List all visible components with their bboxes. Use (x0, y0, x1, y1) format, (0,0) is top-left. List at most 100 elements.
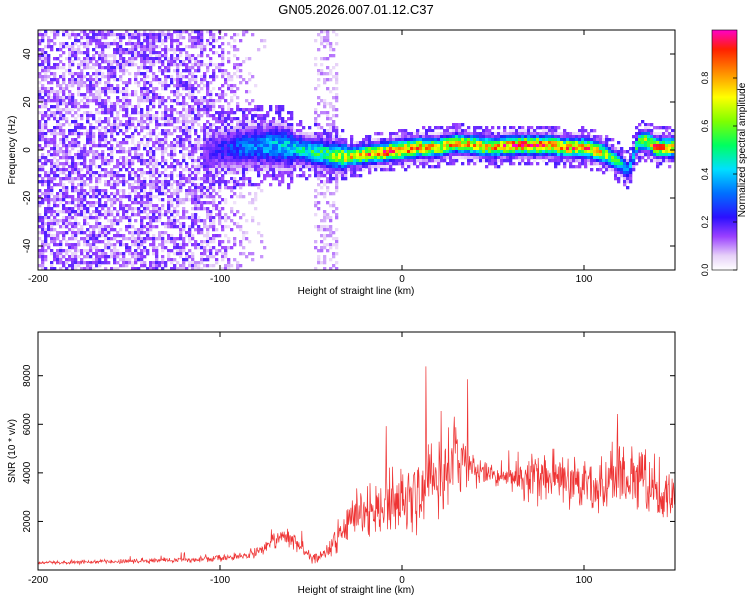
heatmap-cell (131, 240, 135, 244)
heatmap-cell (227, 111, 231, 115)
heatmap-cell (179, 126, 183, 130)
heatmap-cell (164, 87, 168, 91)
heatmap-cell (122, 264, 126, 268)
heatmap-cell (119, 204, 123, 208)
heatmap-cell (218, 87, 222, 91)
heatmap-cell (77, 39, 81, 43)
heatmap-cell (200, 99, 204, 103)
heatmap-cell (197, 219, 201, 223)
heatmap-cell (176, 99, 180, 103)
heatmap-cell (161, 261, 165, 265)
heatmap-cell (344, 159, 348, 163)
heatmap-cell (83, 93, 87, 97)
heatmap-cell (176, 78, 180, 82)
heatmap-cell (314, 120, 318, 124)
heatmap-cell (89, 186, 93, 190)
heatmap-cell (122, 216, 126, 220)
heatmap-cell (56, 78, 60, 82)
heatmap-cell (38, 180, 42, 184)
heatmap-cell (122, 252, 126, 256)
heatmap-cell (371, 165, 375, 169)
heatmap-cell (350, 159, 354, 163)
heatmap-cell (125, 237, 129, 241)
heatmap-cell (335, 63, 339, 67)
heatmap-cell (98, 138, 102, 142)
heatmap-cell (251, 168, 255, 172)
heatmap-cell (62, 231, 66, 235)
heatmap-cell (134, 117, 138, 121)
heatmap-cell (44, 156, 48, 160)
heatmap-cell (134, 90, 138, 94)
heatmap-cell (149, 192, 153, 196)
heatmap-cell (119, 51, 123, 55)
heatmap-cell (332, 174, 336, 178)
heatmap-cell (110, 138, 114, 142)
heatmap-cell (143, 87, 147, 91)
heatmap-cell (110, 114, 114, 118)
heatmap-cell (95, 51, 99, 55)
heatmap-cell (191, 216, 195, 220)
heatmap-cell (41, 54, 45, 58)
heatmap-cell (104, 174, 108, 178)
heatmap-cell (107, 246, 111, 250)
heatmap-cell (68, 84, 72, 88)
heatmap-cell (242, 174, 246, 178)
heatmap-cell (149, 54, 153, 58)
heatmap-cell (104, 33, 108, 37)
heatmap-cell (83, 66, 87, 70)
heatmap-cell (98, 51, 102, 55)
heatmap-cell (152, 210, 156, 214)
heatmap-cell (419, 156, 423, 160)
heatmap-cell (227, 129, 231, 133)
heatmap-cell (245, 153, 249, 157)
heatmap-cell (479, 156, 483, 160)
heatmap-cell (209, 90, 213, 94)
heatmap-cell (101, 90, 105, 94)
heatmap-cell (191, 198, 195, 202)
heatmap-cell (77, 171, 81, 175)
heatmap-cell (38, 249, 42, 253)
heatmap-cell (92, 201, 96, 205)
heatmap-cell (284, 159, 288, 163)
heatmap-cell (56, 150, 60, 154)
heatmap-cell (86, 243, 90, 247)
heatmap-cell (293, 141, 297, 145)
heatmap-cell (239, 240, 243, 244)
heatmap-cell (434, 156, 438, 160)
heatmap-cell (92, 192, 96, 196)
heatmap-cell (149, 66, 153, 70)
heatmap-cell (437, 147, 441, 151)
heatmap-cell (182, 69, 186, 73)
heatmap-cell (86, 201, 90, 205)
heatmap-cell (92, 54, 96, 58)
heatmap-cell (317, 150, 321, 154)
heatmap-cell (155, 225, 159, 229)
heatmap-cell (140, 99, 144, 103)
heatmap-cell (131, 234, 135, 238)
heatmap-cell (98, 96, 102, 100)
heatmap-cell (38, 33, 42, 37)
heatmap-cell (56, 258, 60, 262)
heatmap-cell (146, 66, 150, 70)
heatmap-cell (92, 48, 96, 52)
heatmap-cell (356, 141, 360, 145)
heatmap-cell (116, 255, 120, 259)
heatmap-cell (86, 99, 90, 103)
heatmap-cell (314, 240, 318, 244)
heatmap-cell (50, 81, 54, 85)
heatmap-cell (125, 84, 129, 88)
heatmap-cell (332, 171, 336, 175)
heatmap-cell (104, 261, 108, 265)
heatmap-cell (410, 153, 414, 157)
heatmap-cell (134, 126, 138, 130)
heatmap-cell (224, 186, 228, 190)
heatmap-cell (149, 177, 153, 181)
heatmap-cell (71, 48, 75, 52)
heatmap-cell (398, 138, 402, 142)
heatmap-cell (53, 36, 57, 40)
heatmap-cell (83, 30, 87, 34)
heatmap-cell (314, 267, 318, 271)
heatmap-cell (221, 180, 225, 184)
heatmap-cell (188, 45, 192, 49)
heatmap-cell (323, 237, 327, 241)
